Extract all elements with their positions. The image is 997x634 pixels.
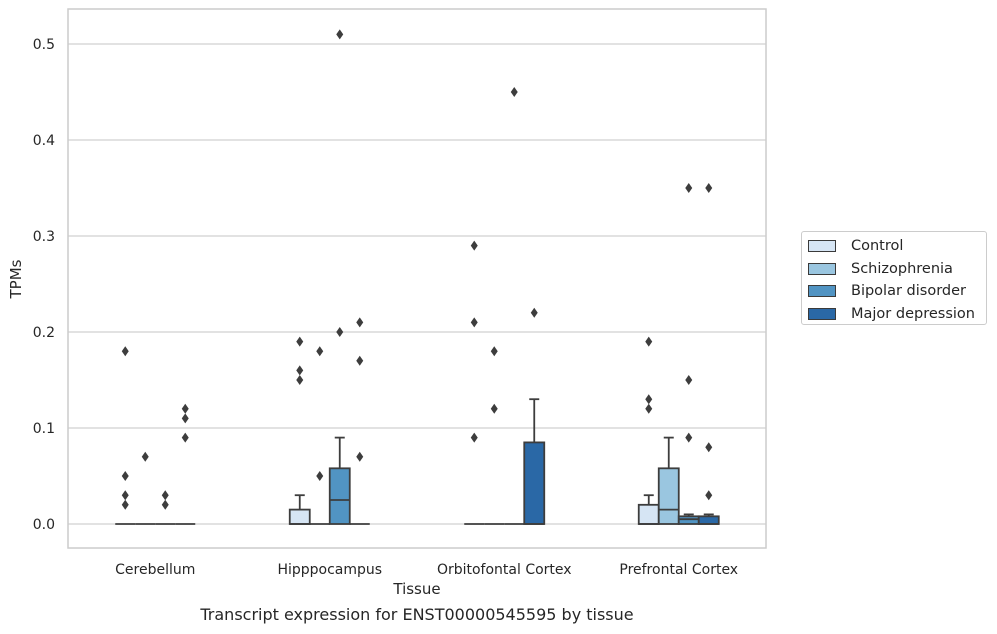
outlier-point	[121, 490, 129, 501]
legend-swatch	[808, 262, 836, 275]
x-tick-labels: Cerebellum Hipppocampus Orbitofontal Corte…	[115, 562, 738, 578]
plot-frame	[67, 8, 767, 549]
outlier-point	[470, 432, 478, 443]
box	[657, 467, 680, 525]
outlier-point	[121, 471, 129, 481]
box-group	[637, 183, 720, 525]
outlier-point	[316, 471, 324, 481]
outlier-point	[685, 375, 693, 385]
legend-swatch	[808, 240, 836, 253]
y-tick-labels: 0.0 0.1 0.2 0.3 0.4 0.5	[33, 37, 55, 533]
outlier-point	[296, 375, 304, 385]
y-axis-label: TPMs	[7, 259, 25, 299]
outlier-point	[530, 307, 538, 318]
outlier-point	[181, 403, 189, 414]
box	[328, 467, 351, 525]
y-tick-label: 0.5	[33, 37, 55, 53]
outlier-point	[705, 490, 713, 501]
outlier-point	[510, 87, 518, 97]
outlier-point	[645, 394, 653, 405]
legend-label: Bipolar disorder	[851, 283, 966, 300]
legend-item: Major depression	[808, 303, 986, 326]
y-tick-label: 0.2	[33, 325, 55, 341]
x-tick-label: Hipppocampus	[277, 562, 382, 578]
box-group	[288, 29, 370, 525]
chart-caption: Transcript expression for ENST0000054559…	[200, 605, 634, 624]
legend-swatch	[808, 285, 836, 298]
outlier-point	[645, 403, 653, 414]
legend: Control Schizophrenia Bipolar disorder Majo…	[801, 231, 987, 325]
outlier-point	[705, 442, 713, 453]
legend-label: Major depression	[851, 305, 975, 322]
y-tick-label: 0.0	[33, 517, 55, 533]
box	[677, 515, 700, 525]
outlier-point	[470, 317, 478, 328]
outlier-point	[161, 490, 169, 501]
box	[637, 503, 660, 525]
outlier-point	[296, 336, 304, 347]
box	[288, 508, 311, 525]
x-tick-label: Cerebellum	[115, 562, 195, 578]
outlier-point	[336, 327, 344, 337]
box-group	[115, 346, 196, 525]
outlier-point	[296, 365, 304, 376]
outlier-point	[121, 499, 129, 510]
outlier-point	[470, 240, 478, 251]
box	[697, 515, 720, 525]
outlier-point	[705, 183, 713, 193]
outlier-point	[490, 403, 498, 414]
box-groups	[115, 29, 720, 525]
x-tick-label: Prefrontal Cortex	[619, 562, 738, 578]
y-tick-label: 0.4	[33, 133, 55, 149]
outlier-point	[490, 346, 498, 357]
outlier-point	[645, 336, 653, 347]
x-axis-label: Tissue	[392, 580, 440, 598]
box-group	[464, 87, 546, 525]
outlier-point	[685, 183, 693, 193]
outlier-point	[685, 432, 693, 443]
legend-item: Bipolar disorder	[808, 280, 986, 303]
outlier-point	[181, 413, 189, 424]
x-tick-label: Orbitofontal Cortex	[437, 562, 572, 578]
outlier-point	[181, 432, 189, 443]
outlier-point	[161, 499, 169, 510]
y-tick-label: 0.3	[33, 229, 55, 245]
outlier-point	[121, 346, 129, 357]
legend-item: Control	[808, 235, 986, 258]
gridlines	[68, 43, 766, 525]
outlier-point	[356, 317, 364, 328]
y-tick-label: 0.1	[33, 421, 55, 437]
box	[523, 441, 546, 525]
legend-item: Schizophrenia	[808, 258, 986, 281]
legend-label: Schizophrenia	[851, 260, 953, 277]
outlier-point	[336, 29, 344, 40]
legend-swatch	[808, 307, 836, 320]
outlier-point	[141, 451, 149, 462]
outlier-point	[356, 355, 364, 366]
outlier-point	[356, 451, 364, 462]
legend-label: Control	[851, 238, 904, 255]
outlier-point	[316, 346, 324, 357]
